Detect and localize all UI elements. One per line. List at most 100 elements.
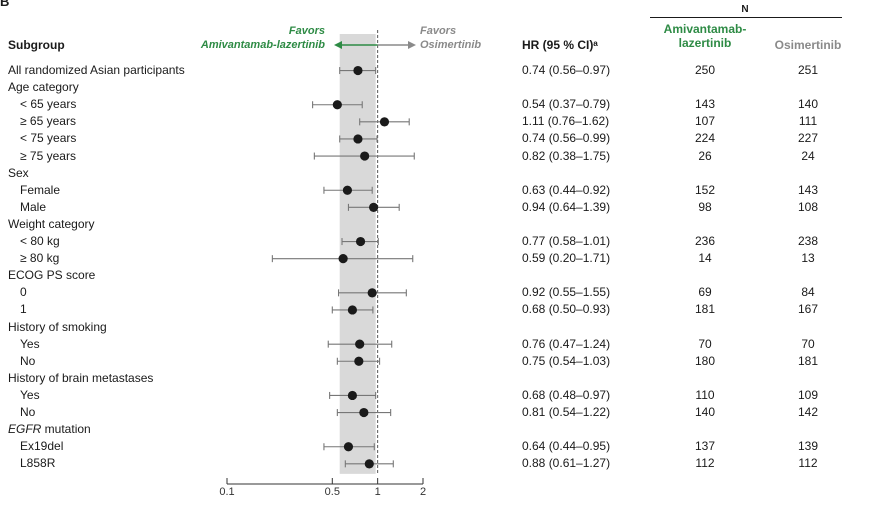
subgroup-label: ≥ 75 years	[20, 149, 76, 163]
hr-ci-value: 0.76 (0.47–1.24)	[522, 336, 611, 351]
x-tick-label: 2	[420, 486, 426, 498]
hr-ci-value: 0.68 (0.50–0.93)	[522, 302, 611, 317]
n-osimertinib-value: 84	[801, 285, 815, 300]
subgroup-category-label: EGFR mutation	[8, 422, 91, 436]
hr-ci-value: 0.63 (0.44–0.92)	[522, 182, 611, 197]
subgroup-label-text: Yes	[20, 387, 40, 402]
subgroup-label-text: Female	[20, 182, 61, 197]
n-osimertinib-value: 108	[797, 199, 819, 214]
subgroup-label-text: No	[20, 353, 36, 368]
n-amivantamab-value: 224	[694, 131, 716, 146]
n-osimertinib-value: 251	[797, 63, 819, 77]
hr-ci-value: 0.64 (0.44–0.95)	[522, 439, 611, 454]
subgroup-label-text: ≥ 75 years	[20, 148, 76, 163]
hr-ci-value: 0.68 (0.48–0.97)	[522, 387, 611, 402]
subgroup-label: Female	[20, 183, 60, 197]
subgroup-label-text: 1	[20, 302, 27, 317]
subgroup-label-text: 0	[20, 285, 27, 300]
subgroup-label-text: ≥ 80 kg	[20, 251, 60, 266]
subgroup-label: 0	[20, 285, 27, 299]
hr-ci-value: 0.94 (0.64–1.39)	[522, 199, 611, 214]
subgroup-label: 1	[20, 302, 27, 316]
n-osimertinib-value: 13	[801, 251, 815, 266]
subgroup-label-text: No	[20, 405, 36, 419]
subgroup-category-label: Weight category	[8, 217, 95, 231]
subgroup-label-text: L858R	[20, 456, 56, 471]
n-amivantamab-value: 26	[698, 148, 712, 163]
n-osimertinib-value: 112	[798, 456, 818, 471]
n-amivantamab-value: 152	[694, 182, 716, 197]
x-tick-label: 0.5	[325, 486, 340, 498]
favors-right-line-1: Favors	[420, 25, 457, 37]
n-amivantamab-value: 110	[695, 387, 715, 402]
hr-point	[364, 459, 374, 469]
hr-point	[353, 134, 363, 144]
subgroup-header: Subgroup	[8, 38, 65, 52]
subgroup-category-label: History of smoking	[8, 320, 107, 334]
hr-ci-value: 0.74 (0.56–0.99)	[522, 131, 611, 146]
hr-point	[342, 185, 353, 195]
n-amivantamab-value: 98	[698, 199, 712, 214]
favors-left-arrow-head	[334, 41, 342, 49]
favors-left-line-2: Amivantamab-lazertinib	[200, 39, 325, 51]
ami-col-header-line-2: lazertinib	[678, 36, 732, 50]
favors-arrows	[334, 41, 416, 49]
subgroup-label-text: Age category	[8, 80, 79, 95]
hr-ci-value: 1.11 (0.76–1.62)	[522, 114, 610, 129]
subgroup-label-text: Sex	[8, 165, 29, 180]
hr-point	[338, 254, 348, 264]
n-amivantamab-value: 137	[694, 439, 716, 454]
subgroup-label: < 80 kg	[20, 234, 60, 248]
favors-left-line-1: Favors	[288, 25, 325, 37]
hr-point	[353, 65, 363, 76]
subgroup-label-italic: EGFR	[8, 422, 42, 437]
subgroup-label-text: Male	[20, 199, 47, 214]
hr-point	[354, 356, 364, 366]
n-amivantamab-value: 69	[698, 285, 712, 300]
favors-left-label: Favors Amivantamab-lazertinib	[201, 24, 325, 52]
favors-right-arrow-head	[408, 41, 416, 49]
subgroup-label-text: ECOG PS score	[8, 268, 96, 283]
subgroup-label-text: Ex19del	[20, 439, 64, 454]
subgroup-label: No	[20, 405, 35, 419]
subgroup-label: All randomized Asian participants	[8, 63, 185, 77]
hr-ci-value: 0.88 (0.61–1.27)	[522, 456, 611, 471]
n-amivantamab-value: 181	[694, 302, 716, 317]
n-osimertinib-value: 142	[797, 405, 819, 419]
n-amivantamab-value: 143	[694, 97, 716, 112]
n-osimertinib-value: 140	[797, 97, 819, 112]
n-amivantamab-value: 107	[694, 114, 716, 129]
subgroup-label-text: History of smoking	[8, 319, 107, 334]
subgroup-label: Male	[20, 200, 46, 214]
hr-point	[369, 202, 379, 212]
hr-ci-value: 0.81 (0.54–1.22)	[522, 405, 611, 419]
osi-col-header: Osimertinib	[774, 38, 842, 52]
hr-ci-value: 0.82 (0.38–1.75)	[522, 148, 611, 163]
n-header-rule	[650, 17, 842, 18]
hr-ci-value: 0.92 (0.55–1.55)	[522, 285, 611, 300]
hr-point	[355, 236, 366, 247]
subgroup-label: Yes	[20, 337, 40, 351]
hr-point	[343, 442, 354, 452]
hr-point	[347, 390, 358, 401]
n-amivantamab-value: 112	[695, 456, 715, 471]
n-osimertinib-value: 109	[797, 387, 819, 402]
subgroup-label: Yes	[20, 388, 40, 402]
subgroup-category-label: ECOG PS score	[8, 268, 95, 282]
n-osimertinib-value: 181	[797, 353, 819, 368]
subgroup-label-text: History of brain metastases	[8, 370, 154, 385]
n-amivantamab-value: 236	[694, 234, 716, 248]
n-osimertinib-value: 227	[797, 131, 819, 146]
subgroup-label-text: ≥ 65 years	[20, 114, 76, 129]
subgroup-category-label: Sex	[8, 166, 29, 180]
subgroup-label: Ex19del	[20, 439, 63, 453]
hr-point	[355, 339, 365, 349]
n-amivantamab-value: 140	[694, 405, 716, 419]
subgroup-label-text: Weight category	[8, 216, 95, 231]
n-amivantamab-value: 180	[694, 353, 716, 368]
ami-col-header-line-1: Amivantamab-	[663, 22, 747, 36]
subgroup-label: L858R	[20, 456, 55, 470]
x-tick-label: 1	[375, 486, 381, 498]
subgroup-label-text: mutation	[41, 422, 91, 437]
n-osimertinib-value: 139	[797, 439, 819, 454]
